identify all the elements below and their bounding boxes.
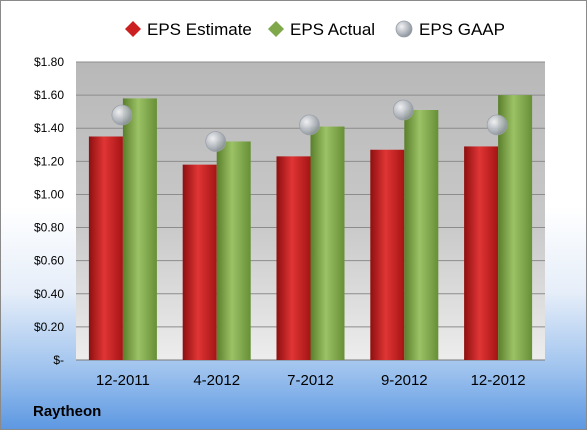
- eps-actual-bar: [122, 98, 157, 360]
- eps-actual-bar: [310, 126, 345, 360]
- eps-actual-bar: [404, 110, 439, 360]
- y-tick-label: $0.20: [34, 320, 64, 334]
- y-axis-tick-labels: $- $0.20 $0.40 $0.60 $0.80 $1.00 $1.20 $1.40 $1.…: [34, 55, 64, 367]
- bars: [88, 95, 533, 360]
- legend-label-eps-actual: EPS Actual: [290, 20, 375, 39]
- y-tick-label: $1.80: [34, 55, 64, 69]
- eps-actual-bar: [216, 141, 251, 360]
- x-tick-label: 12-2012: [471, 372, 526, 389]
- legend-item-eps-actual: EPS Actual: [268, 20, 375, 39]
- eps-estimate-bar: [370, 149, 405, 360]
- legend: EPS Estimate EPS Actual EPS GAAP: [125, 20, 505, 39]
- y-tick-label: $0.80: [34, 221, 64, 235]
- eps-gaap-marker: [486, 114, 508, 136]
- legend-label-eps-estimate: EPS Estimate: [147, 20, 252, 39]
- legend-marker-eps-actual: [268, 21, 284, 37]
- legend-marker-eps-gaap: [395, 20, 413, 38]
- y-tick-label: $0.40: [34, 287, 64, 301]
- eps-gaap-marker: [205, 131, 227, 152]
- y-tick-label: $1.40: [34, 121, 64, 135]
- gaap-markers: [111, 99, 508, 152]
- y-tick-label: $0.60: [34, 254, 64, 268]
- eps-actual-bar: [498, 95, 533, 360]
- legend-marker-eps-estimate: [125, 21, 141, 37]
- y-tick-label: $-: [53, 353, 64, 367]
- legend-item-eps-estimate: EPS Estimate: [125, 20, 252, 39]
- eps-gaap-marker: [299, 114, 320, 136]
- x-axis-tick-labels: 12-2011 4-2012 7-2012 9-2012 12-2012: [96, 372, 526, 389]
- legend-item-eps-gaap: EPS GAAP: [395, 20, 505, 39]
- y-tick-label: $1.00: [34, 187, 64, 201]
- eps-gaap-marker: [392, 99, 414, 121]
- eps-estimate-bar: [276, 156, 311, 360]
- x-tick-label: 12-2011: [96, 372, 150, 389]
- eps-estimate-bar: [182, 164, 217, 360]
- company-name: Raytheon: [33, 403, 102, 420]
- eps-estimate-bar: [464, 146, 499, 360]
- y-tick-label: $1.60: [34, 88, 64, 102]
- y-tick-label: $1.20: [34, 154, 64, 168]
- eps-gaap-marker: [111, 104, 133, 126]
- x-tick-label: 7-2012: [287, 372, 334, 389]
- x-tick-label: 4-2012: [193, 372, 240, 389]
- x-tick-label: 9-2012: [381, 372, 428, 389]
- legend-label-eps-gaap: EPS GAAP: [419, 20, 505, 39]
- eps-estimate-bar: [88, 136, 123, 360]
